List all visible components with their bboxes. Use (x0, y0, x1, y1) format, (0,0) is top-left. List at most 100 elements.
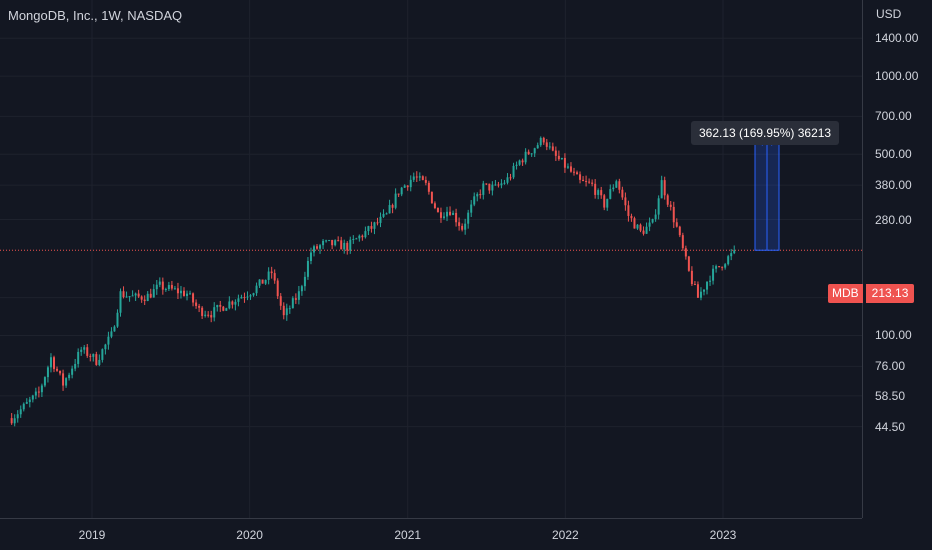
candle-down (149, 293, 152, 298)
candle-up (83, 347, 86, 350)
candle-down (421, 176, 424, 180)
candle-down (436, 208, 439, 213)
candle-up (382, 213, 385, 217)
candle-up (709, 280, 712, 282)
candle-up (234, 301, 237, 305)
candle-up (255, 285, 258, 294)
candle-up (74, 363, 77, 369)
candle-up (258, 279, 261, 286)
candle-up (518, 160, 521, 165)
candle-up (80, 349, 83, 352)
candle-up (49, 357, 52, 368)
candle-down (718, 266, 721, 268)
candle-up (285, 308, 288, 316)
candle-up (225, 308, 228, 311)
candle-up (385, 213, 388, 215)
price-tick-label: 44.50 (875, 419, 906, 434)
candlestick-chart[interactable] (0, 0, 862, 518)
candle-down (86, 347, 89, 356)
price-tick-label: 380.00 (875, 178, 912, 193)
candle-down (479, 194, 482, 196)
candle-up (364, 231, 367, 238)
candle-down (521, 160, 524, 163)
candle-down (588, 181, 591, 183)
candle-up (189, 293, 192, 295)
candle-down (557, 155, 560, 160)
candle-up (98, 359, 101, 365)
candle-down (270, 271, 273, 274)
candle-up (164, 288, 167, 290)
candle-up (167, 285, 170, 289)
candle-up (724, 264, 727, 268)
candle-down (485, 183, 488, 185)
time-scale[interactable] (0, 518, 862, 550)
candle-down (603, 195, 606, 208)
candle-down (576, 172, 579, 175)
price-tick-label: 1000.00 (875, 69, 919, 84)
candle-up (19, 409, 22, 415)
candle-up (31, 395, 34, 400)
currency-label: USD (876, 7, 902, 21)
candle-up (334, 240, 337, 246)
candle-up (319, 245, 322, 249)
candle-up (524, 151, 527, 163)
candle-up (657, 198, 660, 215)
candle-up (355, 238, 358, 240)
candle-up (116, 312, 119, 327)
candle-down (201, 307, 204, 316)
candle-down (406, 185, 409, 188)
candle-down (137, 293, 140, 297)
candle-down (424, 179, 427, 183)
candle-down (684, 248, 687, 257)
candle-down (551, 146, 554, 151)
time-tick-label: 2021 (394, 528, 422, 542)
candle-up (494, 184, 497, 186)
candle-down (52, 357, 55, 369)
candle-down (594, 183, 597, 195)
candle-down (337, 240, 340, 242)
candle-up (291, 298, 294, 309)
candle-down (95, 354, 98, 365)
candle-down (243, 297, 246, 299)
candle-up (71, 368, 74, 375)
candle-down (545, 142, 548, 147)
candle-down (627, 205, 630, 216)
candle-up (249, 295, 252, 297)
candle-up (606, 198, 609, 208)
candle-up (128, 296, 131, 298)
candle-down (170, 285, 173, 289)
candle-down (678, 226, 681, 236)
candle-up (530, 153, 533, 155)
candle-up (34, 391, 37, 396)
candle-up (566, 166, 569, 168)
candle-up (107, 336, 110, 345)
candle-down (693, 284, 696, 286)
candle-up (412, 176, 415, 180)
candle-down (690, 270, 693, 285)
candle-up (515, 164, 518, 166)
candle-up (418, 176, 421, 178)
candle-down (161, 281, 164, 290)
candle-down (219, 304, 222, 307)
candle-up (473, 196, 476, 205)
candle-up (322, 240, 325, 246)
candle-up (228, 301, 231, 309)
candle-up (92, 354, 95, 357)
candle-down (433, 203, 436, 209)
candle-down (331, 239, 334, 246)
candle-down (261, 279, 264, 284)
candle-down (415, 176, 418, 178)
candle-up (533, 148, 536, 154)
candle-up (470, 204, 473, 213)
candle-up (506, 177, 509, 183)
candle-up (491, 184, 494, 191)
chart-area[interactable] (0, 0, 862, 518)
candle-down (192, 293, 195, 303)
candle-down (195, 302, 198, 306)
candle-down (618, 181, 621, 190)
time-tick-label: 2019 (78, 528, 106, 542)
price-scale[interactable] (862, 0, 932, 518)
candle-up (358, 235, 361, 239)
candle-up (131, 295, 134, 297)
candle-down (488, 183, 491, 191)
